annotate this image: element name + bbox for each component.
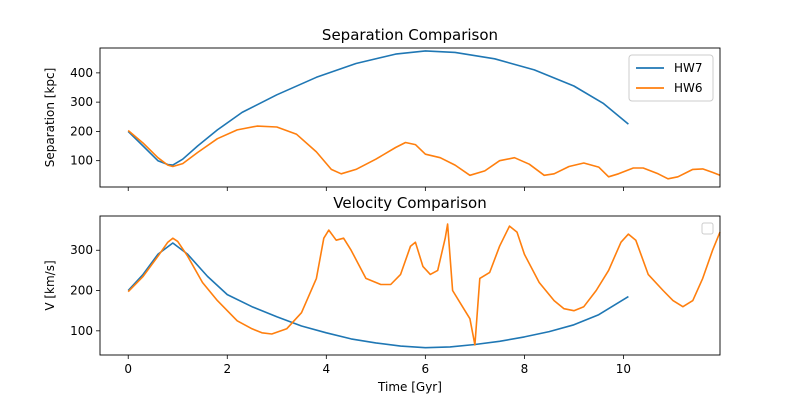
legend-label-hw6: HW6 [674,81,703,95]
series-line-series-1 [127,223,721,346]
x-tick-label: 4 [322,362,330,376]
series-line-series-0 [127,242,629,349]
y-tick-label: 100 [70,154,93,168]
separation-panel: Separation Comparison 100 200 300 400 Separat… [43,26,721,191]
velocity-panel: Velocity Comparison 0 2 4 6 8 10 100 200 300 V [km… [43,194,721,394]
legend-box [628,54,714,102]
x-tick-label: 8 [521,362,529,376]
y-tick-label: 200 [70,124,93,138]
x-tick-label: 0 [124,362,132,376]
y-tick-label: 100 [70,324,93,338]
x-tick-label: 2 [223,362,231,376]
x-axis-label: Time [Gyr] [377,380,442,394]
y-axis-label: Separation [kpc] [43,68,57,168]
plot-frame [99,47,721,188]
y-tick-label: 400 [70,66,93,80]
x-tick-label: 6 [422,362,430,376]
chart-title: Separation Comparison [322,26,498,44]
legend-label-hw7: HW7 [674,61,703,75]
y-axis-label: V [km/s] [43,260,57,310]
x-tick-label: 10 [616,362,631,376]
plot-frame [99,215,721,356]
series-line-hw6 [127,125,721,180]
y-tick-label: 300 [70,243,93,257]
y-tick-label: 300 [70,95,93,109]
chart-title: Velocity Comparison [333,194,486,212]
empty-legend-box [701,222,714,235]
y-tick-label: 200 [70,284,93,298]
